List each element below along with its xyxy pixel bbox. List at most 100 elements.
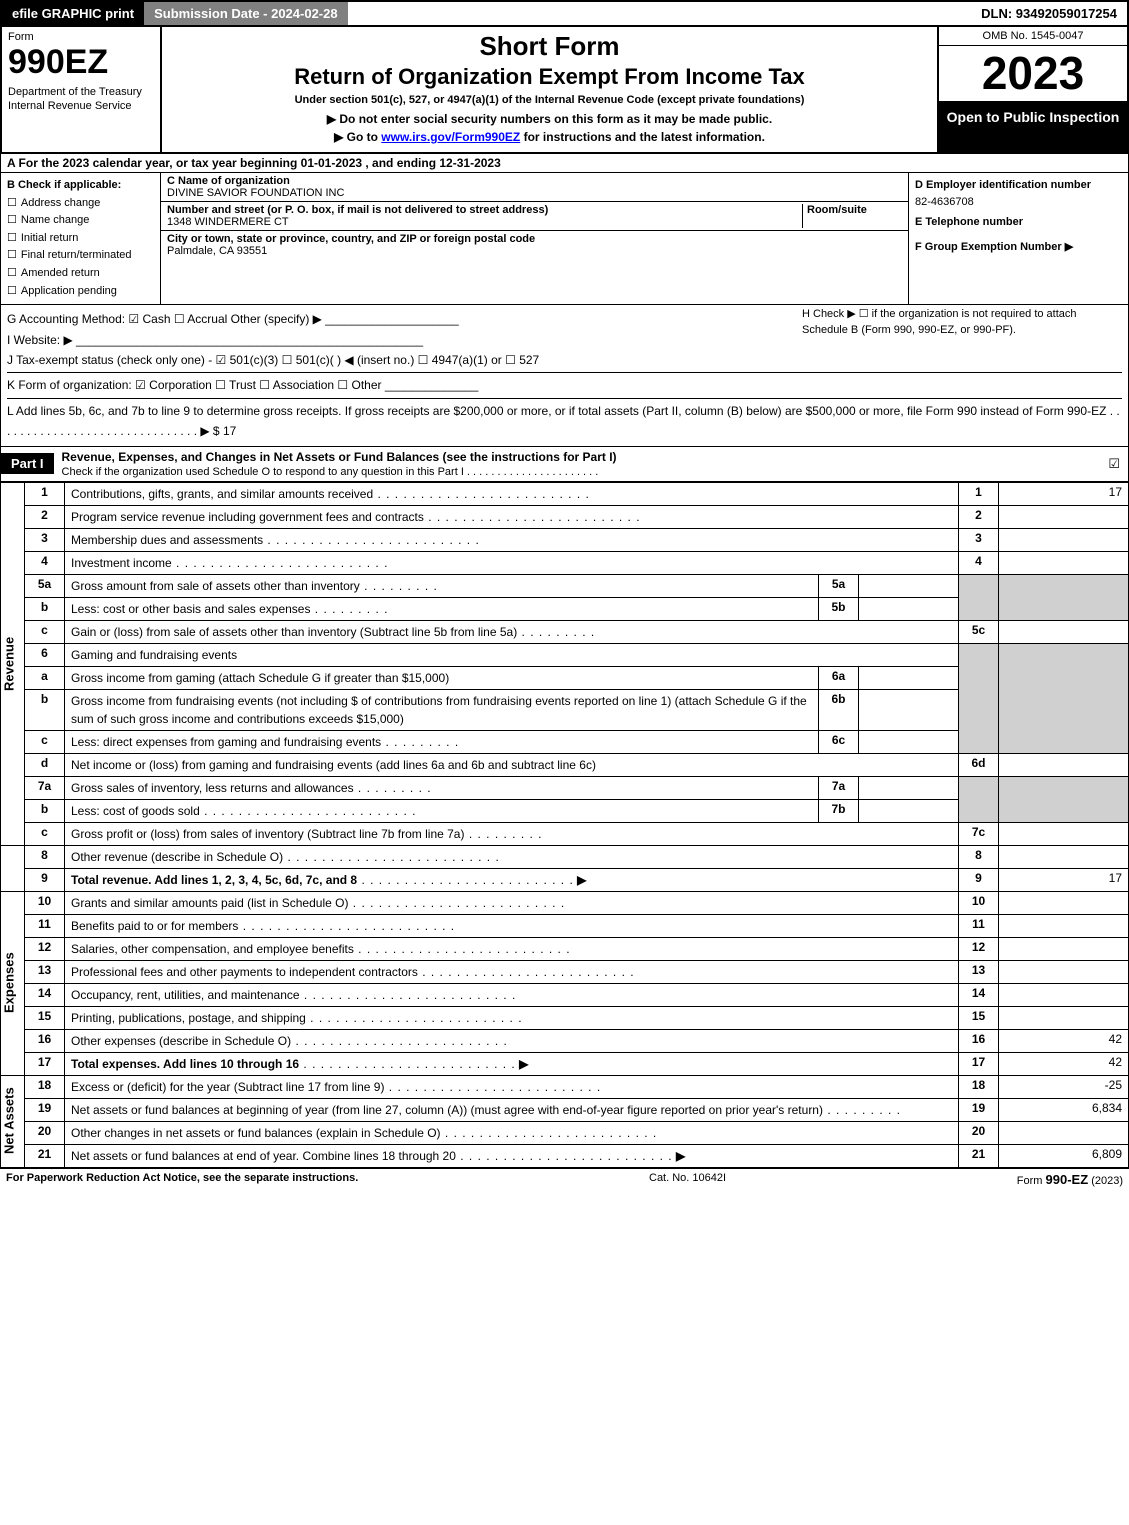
l13-amt <box>999 960 1129 983</box>
l17-amt: 42 <box>999 1052 1129 1075</box>
l6d-num: d <box>25 753 65 776</box>
footer-right: Form 990-EZ (2023) <box>1017 1172 1123 1187</box>
l4-desc: Investment income <box>65 551 959 574</box>
l2-num: 2 <box>25 505 65 528</box>
l10-rnum: 10 <box>959 891 999 914</box>
b-head: B Check if applicable: <box>7 177 154 195</box>
l5a-iamt <box>859 574 959 597</box>
d-ein-label: D Employer identification number <box>915 177 1122 194</box>
part1-table: Revenue 1 Contributions, gifts, grants, … <box>0 482 1129 1168</box>
l20-num: 20 <box>25 1121 65 1144</box>
l13-num: 13 <box>25 960 65 983</box>
check-final-return[interactable]: Final return/terminated <box>7 247 154 265</box>
l7c-rnum: 7c <box>959 822 999 845</box>
l6c-inum: 6c <box>819 730 859 753</box>
row-a-calendar-year: A For the 2023 calendar year, or tax yea… <box>0 154 1129 173</box>
l7b-num: b <box>25 799 65 822</box>
part1-checkbox[interactable]: ☑ <box>1100 453 1128 475</box>
check-application-pending[interactable]: Application pending <box>7 283 154 301</box>
l16-desc: Other expenses (describe in Schedule O) <box>65 1029 959 1052</box>
c-room-label: Room/suite <box>807 204 902 216</box>
l16-rnum: 16 <box>959 1029 999 1052</box>
c-city-label: City or town, state or province, country… <box>167 233 535 245</box>
l21-num: 21 <box>25 1144 65 1167</box>
l5c-num: c <box>25 620 65 643</box>
l5c-desc: Gain or (loss) from sale of assets other… <box>65 620 959 643</box>
side-expenses: Expenses <box>1 891 25 1075</box>
side-netassets: Net Assets <box>1 1075 25 1167</box>
l5a-desc: Gross amount from sale of assets other t… <box>65 574 819 597</box>
l17-desc: Total expenses. Add lines 10 through 16 <box>65 1052 959 1075</box>
l6-shaded-amt <box>999 643 1129 753</box>
irs-link[interactable]: www.irs.gov/Form990EZ <box>381 130 520 144</box>
l14-num: 14 <box>25 983 65 1006</box>
irs-label: Internal Revenue Service <box>8 99 154 113</box>
l7a-iamt <box>859 776 959 799</box>
l9-desc: Total revenue. Add lines 1, 2, 3, 4, 5c,… <box>65 868 959 891</box>
subtitle: Under section 501(c), 527, or 4947(a)(1)… <box>172 94 927 106</box>
check-initial-return[interactable]: Initial return <box>7 230 154 248</box>
l4-amt <box>999 551 1129 574</box>
efile-label[interactable]: efile GRAPHIC print <box>2 2 144 25</box>
l5ab-shaded-amt <box>999 574 1129 620</box>
l6d-desc: Net income or (loss) from gaming and fun… <box>65 753 959 776</box>
l13-desc: Professional fees and other payments to … <box>65 960 959 983</box>
l6a-desc: Gross income from gaming (attach Schedul… <box>65 666 819 689</box>
l6b-num: b <box>25 689 65 730</box>
rows-g-through-l: G Accounting Method: ☑ Cash ☐ Accrual Ot… <box>0 305 1129 446</box>
l12-desc: Salaries, other compensation, and employ… <box>65 937 959 960</box>
l8-num: 8 <box>25 845 65 868</box>
l19-amt: 6,834 <box>999 1098 1129 1121</box>
l6-desc: Gaming and fundraising events <box>65 643 959 666</box>
l10-desc: Grants and similar amounts paid (list in… <box>65 891 959 914</box>
l21-desc: Net assets or fund balances at end of ye… <box>65 1144 959 1167</box>
l6a-iamt <box>859 666 959 689</box>
l6d-amt <box>999 753 1129 776</box>
row-a-text: A For the 2023 calendar year, or tax yea… <box>7 156 501 170</box>
col-d-ein: D Employer identification number 82-4636… <box>908 173 1128 304</box>
l5b-num: b <box>25 597 65 620</box>
form-word: Form <box>8 31 154 43</box>
l3-amt <box>999 528 1129 551</box>
e-tel-label: E Telephone number <box>915 214 1122 231</box>
l7c-amt <box>999 822 1129 845</box>
check-amended-return[interactable]: Amended return <box>7 265 154 283</box>
l6b-inum: 6b <box>819 689 859 730</box>
c-name-row: C Name of organization DIVINE SAVIOR FOU… <box>161 173 908 202</box>
check-address-change[interactable]: Address change <box>7 195 154 213</box>
dept-treasury: Department of the Treasury <box>8 85 154 99</box>
l4-rnum: 4 <box>959 551 999 574</box>
l20-amt <box>999 1121 1129 1144</box>
c-addr-value: 1348 WINDERMERE CT <box>167 216 289 228</box>
l5b-iamt <box>859 597 959 620</box>
l6-num: 6 <box>25 643 65 666</box>
l5c-rnum: 5c <box>959 620 999 643</box>
d-ein-value: 82-4636708 <box>915 194 1122 211</box>
footer-left: For Paperwork Reduction Act Notice, see … <box>6 1172 358 1187</box>
l6a-inum: 6a <box>819 666 859 689</box>
l7b-desc: Less: cost of goods sold <box>65 799 819 822</box>
l16-num: 16 <box>25 1029 65 1052</box>
omb-number: OMB No. 1545-0047 <box>939 27 1127 46</box>
l12-amt <box>999 937 1129 960</box>
instr2-post: for instructions and the latest informat… <box>520 130 765 144</box>
c-name-label: C Name of organization <box>167 175 902 187</box>
l7a-inum: 7a <box>819 776 859 799</box>
part1-title-text: Revenue, Expenses, and Changes in Net As… <box>62 450 617 464</box>
l11-num: 11 <box>25 914 65 937</box>
footer-right-pre: Form <box>1017 1175 1046 1187</box>
tax-year: 2023 <box>939 46 1127 102</box>
c-addr-label: Number and street (or P. O. box, if mail… <box>167 204 802 216</box>
l5a-num: 5a <box>25 574 65 597</box>
row-k: K Form of organization: ☑ Corporation ☐ … <box>7 372 1122 395</box>
l5a-inum: 5a <box>819 574 859 597</box>
l15-rnum: 15 <box>959 1006 999 1029</box>
l13-rnum: 13 <box>959 960 999 983</box>
l10-num: 10 <box>25 891 65 914</box>
l9-num: 9 <box>25 868 65 891</box>
check-name-change[interactable]: Name change <box>7 212 154 230</box>
l7ab-shaded-amt <box>999 776 1129 822</box>
c-city-row: City or town, state or province, country… <box>161 231 908 259</box>
part1-subtitle: Check if the organization used Schedule … <box>62 466 599 478</box>
footer-center: Cat. No. 10642I <box>649 1172 726 1187</box>
